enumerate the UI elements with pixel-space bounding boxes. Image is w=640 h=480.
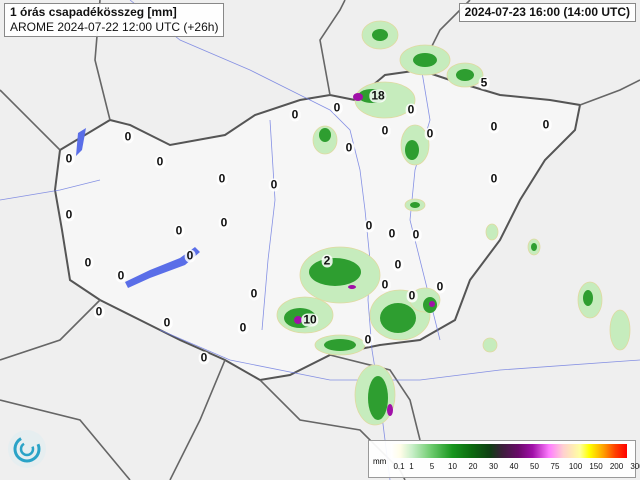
station-value: 0 <box>386 226 398 241</box>
legend-tick: 0.1 <box>393 462 405 471</box>
legend-tick: 50 <box>530 462 539 471</box>
lakes <box>76 128 200 288</box>
legend-tick: 40 <box>509 462 519 471</box>
color-legend: mm 0.1 1 5 10 20 30 40 50 75 100 150 200 300 <box>368 440 640 478</box>
station-value: 5 <box>478 75 490 90</box>
station-value: 18 <box>369 88 387 103</box>
station-value: 0 <box>331 100 343 115</box>
station-value: 0 <box>268 177 280 192</box>
station-value: 0 <box>540 117 552 132</box>
met-service-logo <box>8 430 46 468</box>
station-value: 0 <box>379 277 391 292</box>
station-value: 0 <box>362 332 374 347</box>
legend-tick: 1 <box>409 462 414 471</box>
legend-tick: 10 <box>448 462 457 471</box>
valid-time: 2024-07-23 16:00 (14:00 UTC) <box>458 3 636 22</box>
map-title-box: 1 órás csapadékösszeg [mm] AROME 2024-07… <box>4 3 225 37</box>
model-run-info: AROME 2024-07-22 12:00 UTC (+26h) <box>10 20 219 34</box>
legend-tick: 200 <box>609 462 624 471</box>
station-value: 0 <box>392 257 404 272</box>
station-value: 0 <box>122 129 134 144</box>
station-value: 0 <box>63 207 75 222</box>
station-value: 0 <box>406 288 418 303</box>
station-value: 0 <box>93 304 105 319</box>
station-value: 0 <box>216 171 228 186</box>
station-value: 0 <box>343 140 355 155</box>
station-value: 0 <box>237 320 249 335</box>
legend-tick: 5 <box>429 462 435 471</box>
station-value: 0 <box>434 279 446 294</box>
station-value: 0 <box>173 223 185 238</box>
legend-tick: 75 <box>550 462 560 471</box>
station-value: 0 <box>379 123 391 138</box>
station-value: 0 <box>424 126 436 141</box>
station-value: 0 <box>184 248 196 263</box>
station-value: 0 <box>405 102 417 117</box>
logo-swirl-icon <box>13 435 41 463</box>
station-value: 10 <box>301 312 319 327</box>
station-value: 0 <box>248 286 260 301</box>
map-title: 1 órás csapadékösszeg [mm] <box>10 5 177 19</box>
station-value: 0 <box>63 151 75 166</box>
legend-unit: mm <box>373 457 387 466</box>
station-value: 0 <box>161 315 173 330</box>
legend-tick: 20 <box>468 462 478 471</box>
station-value: 0 <box>218 215 230 230</box>
station-value: 0 <box>82 255 94 270</box>
legend-tick: 30 <box>489 462 498 471</box>
station-value: 0 <box>115 268 127 283</box>
station-value: 0 <box>488 119 500 134</box>
station-value: 0 <box>363 218 375 233</box>
legend-tick: 300 <box>630 462 640 471</box>
station-value: 0 <box>154 154 166 169</box>
station-value: 0 <box>410 227 422 242</box>
legend-color-bar <box>391 444 627 458</box>
station-value: 0 <box>198 350 210 365</box>
legend-tick: 100 <box>568 462 583 471</box>
station-value: 0 <box>488 171 500 186</box>
station-value: 0 <box>289 107 301 122</box>
legend-tick: 150 <box>589 462 603 471</box>
station-value: 2 <box>321 253 333 268</box>
